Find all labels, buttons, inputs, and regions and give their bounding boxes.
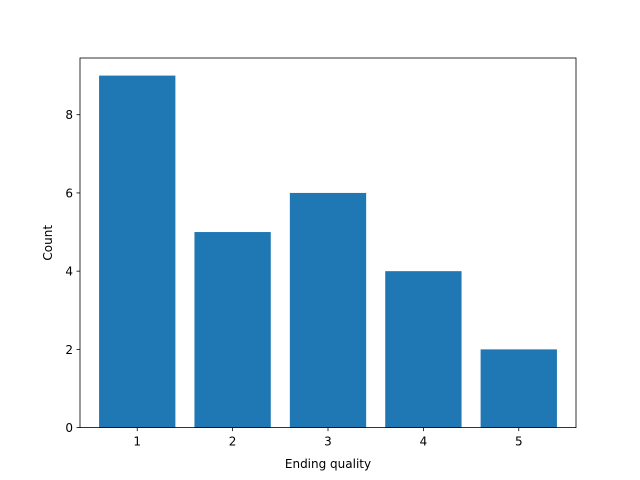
x-tick-label: 3 bbox=[324, 435, 332, 449]
y-tick-label: 6 bbox=[65, 186, 73, 200]
plot-area-frame bbox=[79, 57, 577, 429]
y-axis-ticks: 0 2 4 6 8 bbox=[65, 108, 80, 435]
bar-3 bbox=[289, 192, 367, 428]
bar-1 bbox=[99, 75, 176, 428]
y-axis-label: Count bbox=[41, 225, 55, 261]
y-tick-label: 0 bbox=[65, 421, 73, 435]
x-tick-label: 2 bbox=[229, 435, 237, 449]
x-axis-label: Ending quality bbox=[285, 457, 371, 471]
y-tick-label: 8 bbox=[65, 108, 73, 122]
y-tick-label: 2 bbox=[65, 343, 73, 357]
y-tick-label: 4 bbox=[65, 265, 73, 279]
x-tick-label: 1 bbox=[133, 435, 141, 449]
bar-2 bbox=[194, 232, 271, 428]
x-axis-ticks: 1 2 3 4 5 bbox=[133, 427, 523, 449]
x-tick-label: 5 bbox=[515, 435, 523, 449]
bar-4 bbox=[385, 271, 462, 428]
x-tick-label: 4 bbox=[420, 435, 428, 449]
bar-5 bbox=[480, 349, 557, 428]
bars-group bbox=[99, 75, 557, 428]
